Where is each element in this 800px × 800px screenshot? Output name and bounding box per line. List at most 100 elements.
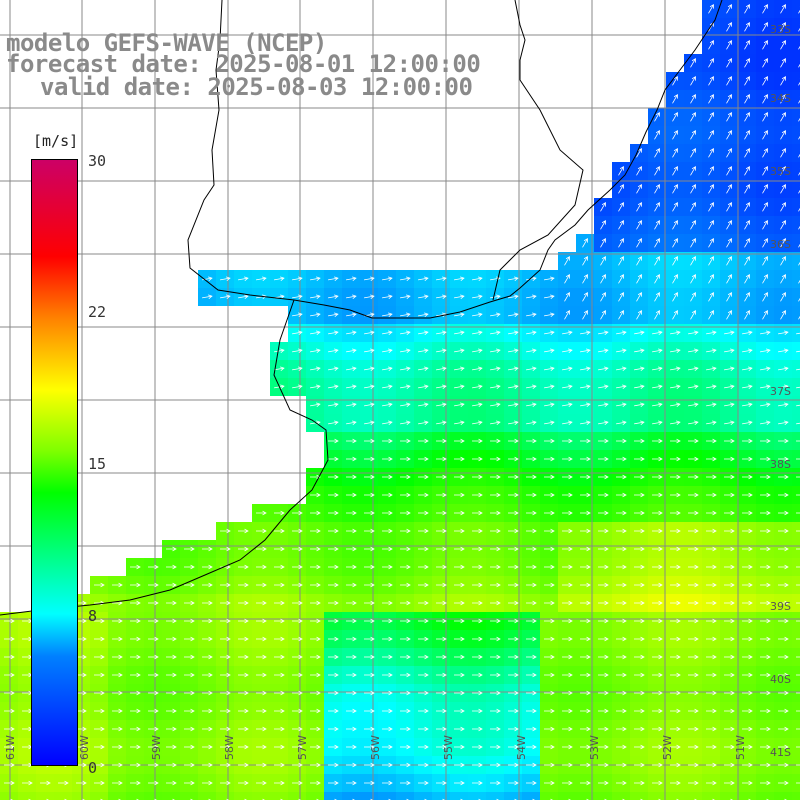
wind-arrow xyxy=(580,708,591,714)
wind-arrow xyxy=(508,384,519,389)
wind-arrow xyxy=(580,438,591,444)
wind-arrow xyxy=(654,183,660,194)
wind-arrow xyxy=(634,366,645,371)
wind-speed-cell xyxy=(378,792,396,800)
wind-arrow xyxy=(526,312,537,317)
wind-arrow xyxy=(328,312,339,317)
wind-arrow xyxy=(256,564,267,570)
latitude-label: 35S xyxy=(770,165,791,178)
wind-arrow xyxy=(544,708,555,714)
wind-arrow xyxy=(328,474,339,480)
wind-arrow xyxy=(328,438,339,444)
wind-arrow xyxy=(508,618,519,624)
wind-arrow xyxy=(328,726,339,732)
wind-arrow xyxy=(418,708,429,714)
wind-arrow xyxy=(744,255,750,266)
wind-arrow xyxy=(94,744,105,750)
wind-arrow xyxy=(760,546,771,552)
wind-arrow xyxy=(690,237,696,248)
wind-arrow xyxy=(636,237,642,248)
wind-arrow xyxy=(618,273,624,284)
wind-arrow xyxy=(238,276,249,281)
wind-arrow xyxy=(4,708,15,714)
wind-arrow xyxy=(166,600,177,606)
wind-arrow xyxy=(796,404,800,407)
wind-arrow xyxy=(724,474,735,480)
wind-arrow xyxy=(346,312,357,317)
wind-arrow xyxy=(292,600,303,606)
wind-arrow xyxy=(292,582,303,588)
wind-arrow xyxy=(346,600,357,606)
wind-arrow xyxy=(364,366,375,371)
wind-arrow xyxy=(580,348,591,353)
wind-arrow xyxy=(454,654,465,660)
wind-arrow xyxy=(616,402,627,407)
wind-arrow xyxy=(148,726,159,732)
wind-arrow xyxy=(346,636,357,642)
wind-arrow xyxy=(706,330,717,335)
wind-arrow xyxy=(672,129,678,140)
wind-arrow xyxy=(382,708,393,714)
wind-arrow xyxy=(310,744,321,750)
wind-arrow xyxy=(112,690,123,696)
wind-arrow xyxy=(688,546,699,552)
wind-arrow xyxy=(652,402,663,407)
wind-arrow xyxy=(364,438,375,444)
wind-arrow xyxy=(454,726,465,732)
wind-speed-cell xyxy=(792,234,800,252)
wind-arrow xyxy=(652,654,663,660)
wind-arrow xyxy=(544,510,555,516)
wind-arrow xyxy=(796,512,800,514)
wind-arrow xyxy=(580,672,591,678)
wind-speed-cell xyxy=(756,792,774,800)
wind-arrow xyxy=(688,708,699,714)
wind-arrow xyxy=(508,564,519,570)
wind-arrow xyxy=(688,582,699,588)
wind-arrow xyxy=(202,708,213,714)
wind-arrow xyxy=(724,582,735,588)
longitude-label: 52W xyxy=(661,735,674,760)
wind-speed-cell xyxy=(792,270,800,288)
wind-arrow xyxy=(798,276,800,284)
wind-arrow xyxy=(762,255,768,266)
wind-arrow xyxy=(346,564,357,570)
wind-arrow xyxy=(238,690,249,696)
wind-arrow xyxy=(654,273,660,284)
wind-arrow xyxy=(670,474,681,480)
wind-arrow xyxy=(238,726,249,732)
wind-arrow xyxy=(724,762,735,768)
wind-arrow xyxy=(472,708,483,714)
wind-arrow xyxy=(310,294,321,299)
wind-arrow xyxy=(762,219,768,230)
wind-arrow xyxy=(762,201,768,212)
wind-arrow xyxy=(490,294,501,299)
wind-arrow xyxy=(490,582,501,588)
wind-arrow xyxy=(526,510,537,516)
wind-arrow xyxy=(688,780,699,786)
wind-arrow xyxy=(310,348,321,353)
wind-arrow xyxy=(94,654,105,660)
wind-arrow xyxy=(760,582,771,588)
coastline-lagoa xyxy=(492,0,584,301)
wind-arrow xyxy=(778,366,789,371)
wind-arrow xyxy=(580,582,591,588)
wind-arrow xyxy=(94,780,105,786)
wind-arrow xyxy=(544,636,555,642)
wind-arrow xyxy=(798,186,800,194)
wind-arrow xyxy=(274,618,285,624)
wind-arrow xyxy=(670,654,681,660)
wind-arrow xyxy=(562,618,573,624)
wind-arrow xyxy=(760,636,771,642)
wind-arrow xyxy=(744,183,750,194)
wind-arrow xyxy=(436,708,447,714)
wind-arrow xyxy=(762,111,768,122)
wind-arrow xyxy=(724,618,735,624)
wind-arrow xyxy=(762,291,768,302)
wind-arrow xyxy=(762,57,768,68)
wind-arrow xyxy=(418,528,429,534)
wind-arrow xyxy=(544,780,555,786)
wind-arrow xyxy=(726,57,732,68)
wind-arrow xyxy=(544,330,555,335)
coastline xyxy=(187,0,723,319)
wind-arrow xyxy=(418,546,429,552)
